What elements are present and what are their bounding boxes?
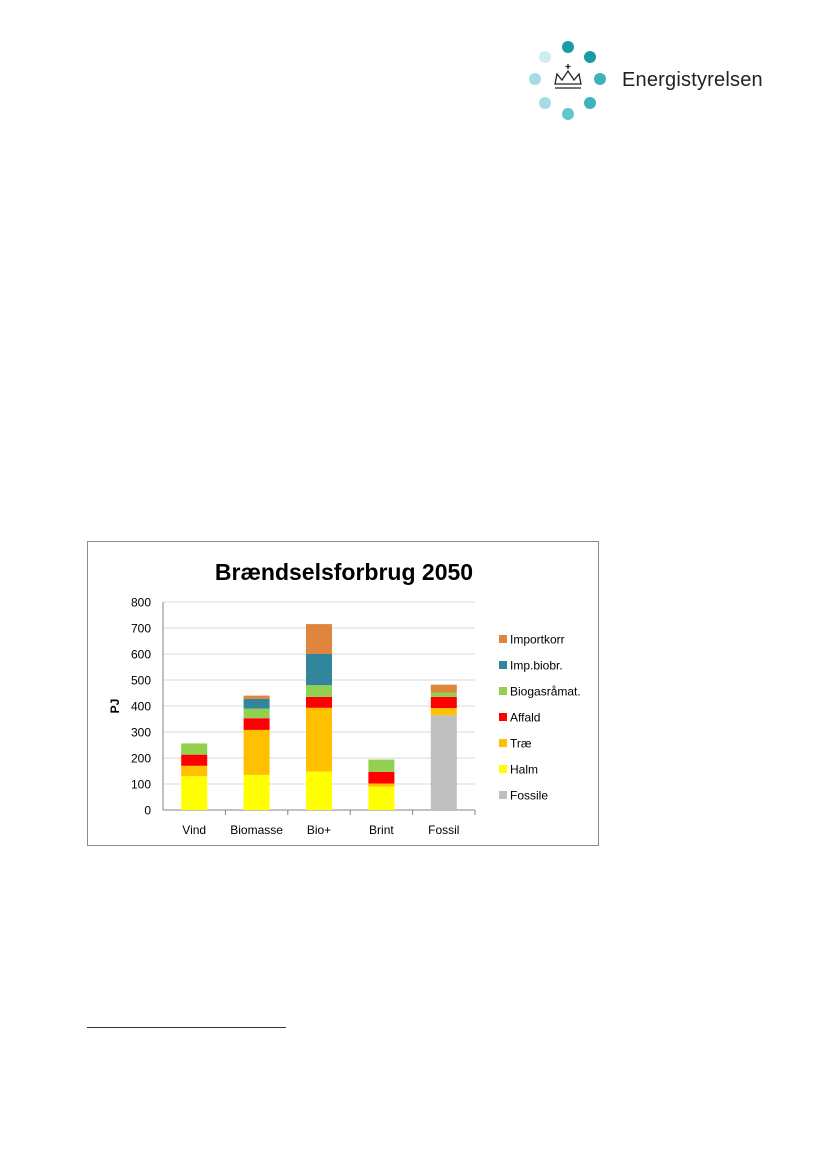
y-tick-label: 700: [131, 622, 151, 636]
y-tick-label: 300: [131, 726, 151, 740]
bar-segment-fossil-affald: [430, 696, 457, 709]
footnote-separator: [87, 1027, 286, 1028]
bar-segment-fossil-biogasrmat: [430, 692, 457, 697]
x-tick-label: Bio+: [307, 823, 331, 837]
y-tick-label: 800: [131, 596, 151, 610]
bar-segment-bio-importkorr: [306, 624, 332, 654]
bar-segment-biomasse-importkorr: [243, 695, 270, 699]
x-tick-label: Brint: [369, 823, 394, 837]
legend-swatch: [499, 739, 507, 747]
bar-segment-vind-tr: [181, 765, 208, 777]
legend-swatch: [499, 635, 507, 643]
bar-segment-bio-affald: [306, 696, 332, 708]
legend-label: Imp.biobr.: [510, 659, 563, 673]
legend-swatch: [499, 765, 507, 773]
legend-swatch: [499, 661, 507, 669]
legend-label: Affald: [510, 711, 540, 725]
bar-segment-fossil-tr: [430, 708, 457, 716]
bar-segment-bio-impbiobr: [306, 654, 332, 686]
x-tick-label: Fossil: [428, 823, 459, 837]
logo-dot-right: [594, 73, 606, 85]
bar-segment-bio-biogasrmat: [306, 685, 332, 697]
bar-segment-brint-halm: [368, 786, 395, 810]
legend-label: Biogasråmat.: [510, 685, 581, 699]
y-tick-label: 400: [131, 700, 151, 714]
legend-label: Træ: [510, 737, 532, 751]
bar-segment-vind-biogasrmat: [181, 743, 208, 755]
bar-segment-fossil-importkorr: [430, 684, 457, 693]
bar-segment-biomasse-halm: [243, 774, 270, 810]
bar-segment-bio-halm: [306, 771, 332, 810]
bar-segment-bio-tr: [306, 707, 332, 772]
bar-segment-biomasse-impbiobr: [243, 698, 270, 709]
legend-swatch: [499, 791, 507, 799]
y-tick-label: 100: [131, 778, 151, 792]
logo-dot-top-right: [584, 51, 596, 63]
y-axis-label: PJ: [108, 699, 122, 714]
legend-swatch: [499, 687, 507, 695]
logo-dot-bottom: [562, 108, 574, 120]
stacked-bar-chart: Brændselsforbrug 2050 0 100 200 300 400 500 600…: [108, 559, 581, 837]
legend-swatch: [499, 713, 507, 721]
x-tick-label: Vind: [182, 823, 206, 837]
chart-title: Brændselsforbrug 2050: [215, 559, 473, 585]
y-tick-label: 200: [131, 752, 151, 766]
chart-frame: Brændselsforbrug 2050 0 100 200 300 400 500 600…: [87, 541, 599, 846]
legend-label: Importkorr: [510, 633, 565, 647]
logo-dot-top: [562, 41, 574, 53]
crown-icon: [554, 64, 582, 89]
bar-segment-vind-halm: [181, 776, 208, 810]
bar-segment-biomasse-tr: [243, 729, 270, 775]
energistyrelsen-logo: Energistyrelsen: [525, 38, 765, 128]
logo-dot-bottom-right: [584, 97, 596, 109]
logo-dots-icon: [529, 41, 606, 120]
bar-segment-brint-biogasrmat: [368, 759, 395, 772]
bar-segment-biomasse-biogasrmat: [243, 708, 270, 719]
logo-text: Energistyrelsen: [622, 69, 763, 91]
logo-dot-top-left: [539, 51, 551, 63]
logo-dot-bottom-left: [539, 97, 551, 109]
bar-segment-vind-affald: [181, 754, 208, 766]
y-tick-label: 600: [131, 648, 151, 662]
y-tick-label: 500: [131, 674, 151, 688]
logo-dot-left: [529, 73, 541, 85]
bar-segment-brint-affald: [368, 771, 395, 784]
bar-segment-brint-tr: [368, 783, 395, 787]
x-tick-label: Biomasse: [230, 823, 283, 837]
bar-segment-biomasse-affald: [243, 718, 270, 730]
bar-segment-fossil-fossile: [430, 715, 457, 810]
y-tick-label: 0: [144, 804, 151, 818]
legend-label: Halm: [510, 763, 538, 777]
legend-label: Fossile: [510, 789, 548, 803]
